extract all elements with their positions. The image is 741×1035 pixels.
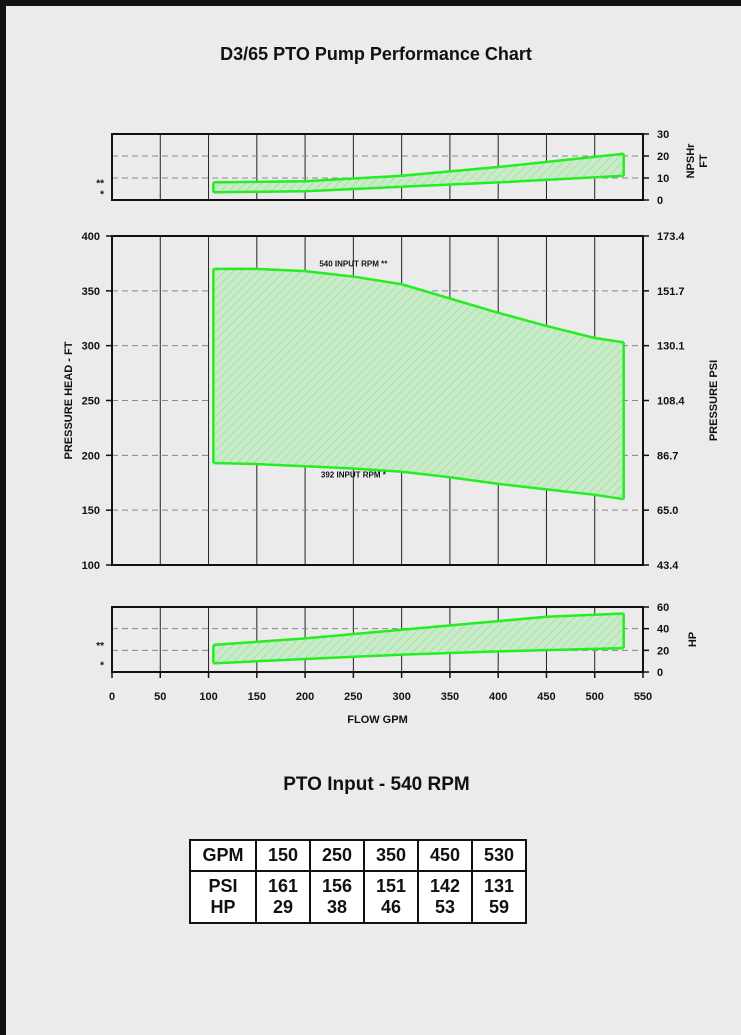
y-tick-label-right: 173.4	[657, 231, 685, 243]
row-label-psi: PSI	[208, 876, 238, 896]
table-cell: 151	[363, 871, 418, 897]
y-tick-label-right: 108.4	[657, 396, 685, 408]
x-tick-label: 250	[344, 691, 362, 703]
panel-frame-hp	[111, 606, 644, 673]
y-axis-title-npshr-unit: FT	[698, 154, 710, 168]
operating-envelope-npshr	[213, 153, 624, 193]
y-tick-label-right: 60	[657, 602, 669, 614]
curve-mark: **	[96, 641, 104, 652]
table-cell: 161	[255, 871, 310, 897]
x-tick-label: 50	[154, 691, 166, 703]
chart-title: D3/65 PTO Pump Performance Chart	[220, 44, 532, 64]
y-axis-title-npshr: NPSHr	[685, 143, 697, 179]
curve-mark: *	[100, 660, 104, 671]
table-cell: 29	[255, 897, 310, 923]
x-tick-label: 400	[489, 691, 507, 703]
x-tick-label: 550	[634, 691, 652, 703]
y-tick-label-right: 20	[657, 645, 669, 657]
curve-label-540: 540 INPUT RPM **	[319, 260, 388, 269]
y-tick-label-right: 20	[657, 151, 669, 163]
header-cell: 150	[255, 840, 310, 872]
table-cell: 131	[471, 871, 526, 897]
series-line-pressure-0	[213, 267, 624, 344]
y-axis-title-left: PRESSURE HEAD - FT	[63, 341, 75, 459]
y-tick-label-right: 86.7	[657, 450, 678, 462]
table-cell: 156	[309, 871, 364, 897]
x-tick-label: 450	[537, 691, 555, 703]
curve-mark: *	[100, 189, 104, 200]
y-tick-label-right: 43.4	[657, 560, 679, 572]
x-tick-label: 100	[199, 691, 217, 703]
x-tick-label: 500	[586, 691, 604, 703]
y-tick-label-right: 40	[657, 624, 669, 636]
header-cell: 350	[363, 840, 418, 872]
table-cell: 38	[309, 897, 364, 923]
operating-envelope-pressure	[213, 268, 624, 500]
x-tick-label: 350	[441, 691, 459, 703]
series-line-hp-0	[213, 612, 624, 647]
y-tick-label-right: 0	[657, 195, 663, 207]
y-axis-title-hp: HP	[687, 632, 699, 647]
y-axis-title-right: PRESSURE PSI	[708, 360, 720, 441]
y-tick-label-left: 250	[82, 396, 100, 408]
y-tick-label-left: 350	[82, 286, 100, 298]
y-tick-label-right: 30	[657, 129, 669, 141]
table-cell: 46	[363, 897, 418, 923]
header-cell: 450	[417, 840, 472, 872]
curve-label-392: 392 INPUT RPM *	[321, 470, 387, 479]
performance-table: GPM 150 250 350 450 530 PSI 161 156 151 …	[189, 839, 527, 924]
table-row-psi: PSI 161 156 151 142 131	[190, 871, 526, 897]
y-tick-label-left: 150	[82, 505, 100, 517]
operating-envelope-hp	[213, 613, 624, 664]
curve-mark: **	[96, 178, 104, 189]
y-tick-label-right: 65.0	[657, 505, 678, 517]
table-row-hp: HP 29 38 46 53 59	[190, 897, 526, 923]
y-tick-label-right: 0	[657, 667, 663, 679]
y-tick-label-left: 300	[82, 341, 100, 353]
series-line-pressure-1	[213, 461, 624, 501]
header-cell: 530	[471, 840, 526, 872]
x-tick-label: 0	[109, 691, 115, 703]
table-cell: 59	[471, 897, 526, 923]
panel-frame-npshr	[111, 133, 644, 201]
header-cell-gpm: GPM	[190, 840, 256, 872]
y-tick-label-left: 100	[82, 560, 100, 572]
x-tick-label: 300	[392, 691, 410, 703]
row-label-hp: HP	[210, 897, 236, 917]
table-cell: 142	[417, 871, 472, 897]
table-cell: 53	[417, 897, 472, 923]
series-line-npshr-0	[213, 152, 624, 184]
x-tick-label: 150	[248, 691, 266, 703]
x-tick-label: 200	[296, 691, 314, 703]
performance-chart: D3/65 PTO Pump Performance Chart 3020100…	[63, 44, 720, 726]
header-cell: 250	[309, 840, 364, 872]
x-axis-title: FLOW GPM	[347, 714, 408, 726]
table-heading: PTO Input - 540 RPM	[283, 774, 470, 795]
y-tick-label-left: 400	[82, 231, 100, 243]
series-line-hp-1	[213, 646, 624, 665]
y-tick-label-right: 10	[657, 173, 669, 185]
y-tick-label-right: 130.1	[657, 341, 685, 353]
table-header-row: GPM 150 250 350 450 530	[190, 840, 526, 872]
y-tick-label-left: 200	[82, 450, 100, 462]
series-line-npshr-1	[213, 174, 624, 194]
y-tick-label-right: 151.7	[657, 286, 685, 298]
